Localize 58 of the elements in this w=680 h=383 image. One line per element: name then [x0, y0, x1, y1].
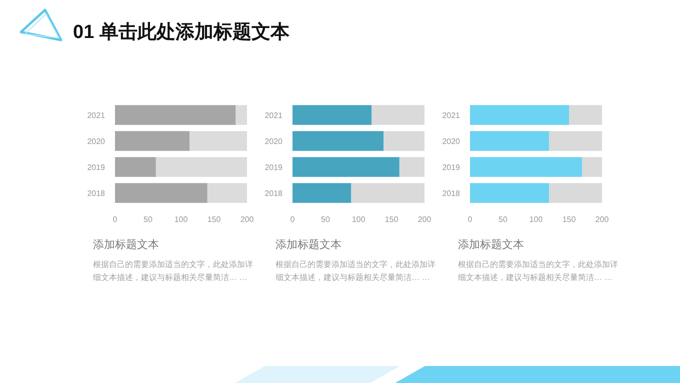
- y-tick-label: 2019: [264, 163, 284, 172]
- bar: [115, 157, 156, 177]
- x-tick-label: 0: [112, 215, 118, 224]
- x-tick-label: 50: [498, 215, 508, 224]
- x-tick-label: 50: [321, 215, 330, 224]
- text: 根据自己的需要添加适当的文字，此处添加详细文本描述，建议与标题相关尽量简洁… …: [458, 259, 618, 284]
- bar: [384, 131, 424, 151]
- x-tick-label: 150: [384, 215, 399, 224]
- bar: [207, 183, 247, 203]
- x-tick-label: 50: [144, 215, 153, 224]
- bar: [470, 183, 550, 203]
- bar: [115, 183, 208, 203]
- bar: [236, 105, 247, 125]
- text: 根据自己的需要添加适当的文字，此处添加详细文本描述，建议与标题相关尽量简洁… …: [93, 259, 253, 284]
- x-tick-label: 100: [352, 215, 366, 224]
- bar: [292, 105, 372, 125]
- bar: [115, 131, 190, 151]
- y-tick-label: 2018: [264, 189, 284, 198]
- bar: [292, 157, 400, 177]
- bar: [351, 183, 424, 203]
- y-tick-label: 2021: [264, 111, 284, 120]
- x-tick-label: 0: [290, 215, 296, 224]
- bar: [115, 105, 236, 125]
- bar: [156, 157, 247, 177]
- y-tick-label: 2020: [442, 137, 461, 146]
- bar: [549, 183, 602, 203]
- x-tick-label: 150: [562, 215, 576, 224]
- x-tick-label: 200: [595, 215, 610, 224]
- y-tick-label: 2021: [87, 111, 106, 120]
- y-tick-label: 2020: [264, 137, 284, 146]
- bar: [470, 105, 569, 125]
- y-tick-label: 2020: [87, 137, 106, 146]
- y-tick-label: 2019: [442, 163, 461, 172]
- bar: [470, 157, 582, 177]
- text: 添加标题文本: [458, 238, 524, 251]
- bar: [549, 131, 602, 151]
- y-tick-label: 2018: [87, 189, 106, 198]
- x-tick-label: 150: [207, 215, 222, 224]
- text: 根据自己的需要添加适当的文字，此处添加详细文本描述，建议与标题相关尽量简洁… …: [276, 259, 436, 284]
- x-tick-label: 100: [529, 215, 544, 224]
- x-tick-label: 200: [240, 215, 254, 224]
- bar: [190, 131, 247, 151]
- bar: [399, 157, 424, 177]
- bar: [582, 157, 602, 177]
- bar: [372, 105, 424, 125]
- x-tick-label: 100: [174, 215, 188, 224]
- y-tick-label: 2018: [442, 189, 461, 198]
- text: 添加标题文本: [276, 238, 342, 251]
- bar: [569, 105, 602, 125]
- y-tick-label: 2021: [442, 111, 461, 120]
- text: 添加标题文本: [93, 238, 159, 251]
- bar: [292, 131, 384, 151]
- x-tick-label: 0: [468, 215, 473, 224]
- bar: [292, 183, 352, 203]
- text: 01 单击此处添加标题文本: [73, 21, 290, 43]
- x-tick-label: 200: [418, 215, 432, 224]
- bar: [470, 131, 550, 151]
- y-tick-label: 2019: [87, 163, 106, 172]
